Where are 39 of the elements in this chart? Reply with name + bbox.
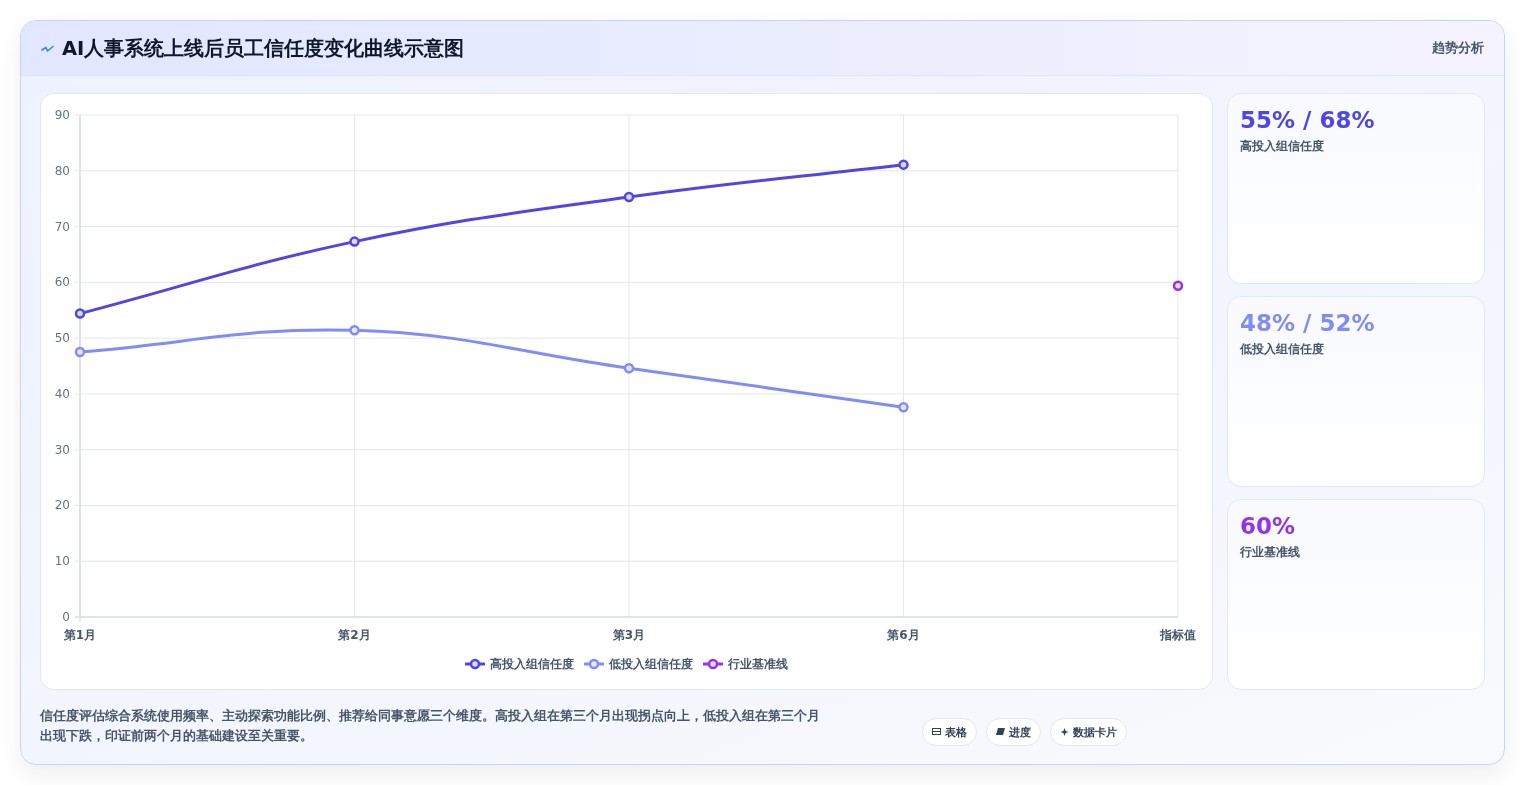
y-tick-label: 10 [54,554,70,569]
chart-title: AI人事系统上线后员工信任度变化曲线示意图 [62,35,465,62]
legend-label: 行业基准线 [728,656,788,672]
text: 60% [1240,512,1296,541]
point [349,325,360,336]
text: 进度 [1009,724,1031,740]
text: 信任度评估综合系统使用频率、主动探索功能比例、推荐给同事意愿三个维度。高投入组在第三个月出现拐点向上，低投入组在第三个月出现下跌，印证前两个月的基础建设至关重要。 [40,707,821,745]
y-tick-label: 0 [62,610,70,624]
point [74,346,86,358]
point [623,191,635,203]
text: 趋势分析 [1432,39,1484,57]
y-tick-label: 30 [54,442,70,457]
y-tick-label: 20 [54,498,70,513]
point [74,308,86,319]
legend-label: 高投入组信任度 [490,656,574,672]
y-tick-label: 60 [54,275,70,290]
x-tick-label: 指标值 [1159,628,1196,642]
point [1172,280,1184,291]
x-tick-label: 第1月 [62,628,97,642]
point [898,402,909,413]
y-tick-label: 80 [54,163,70,178]
point [898,159,909,170]
text: 表格 [945,724,967,740]
text: 低投入组信任度 [1240,341,1324,357]
y-tick-label: 90 [54,108,70,122]
text: 48% / 52% [1240,309,1375,338]
point [349,236,360,247]
y-tick-label: 40 [54,386,70,401]
text: 55% / 68% [1240,106,1375,135]
point [623,362,635,374]
x-tick-label: 第6月 [886,628,920,642]
text: 高投入组信任度 [1240,138,1324,154]
y-tick-label: 70 [54,219,70,234]
x-tick-label: 第3月 [611,628,646,642]
x-tick-label: 第2月 [337,628,371,642]
text: 数据卡片 [1073,724,1117,740]
text: 行业基准线 [1240,544,1300,560]
y-tick-label: 50 [54,331,70,346]
legend-label: 低投入组信任度 [609,656,693,672]
